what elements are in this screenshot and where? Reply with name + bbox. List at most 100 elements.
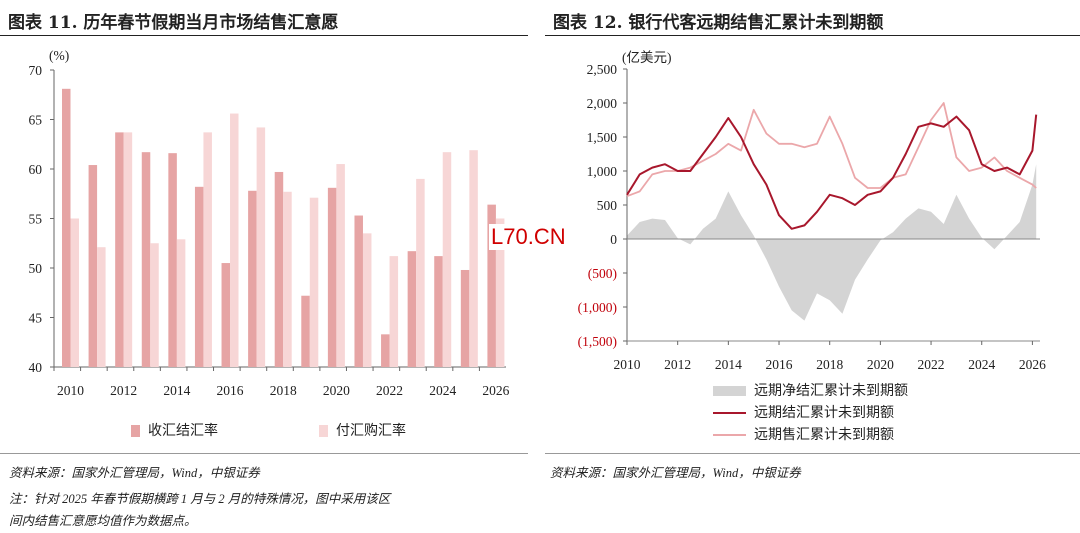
right-y-tick-label: 1,500 bbox=[587, 130, 618, 145]
right-tick-labels: 2,500 2,000 1,500 1,000 500 0 (500) (1,000) (1,5… bbox=[578, 62, 1047, 372]
right-net-area bbox=[627, 164, 1037, 321]
left-bar-purchase bbox=[256, 127, 266, 367]
right-x-tick-label: 2010 bbox=[614, 357, 641, 372]
left-bar-purchase bbox=[469, 150, 478, 367]
left-bar-settle bbox=[168, 153, 177, 367]
left-bar-settle bbox=[248, 190, 257, 367]
left-x-tick-label: 2024 bbox=[429, 383, 456, 398]
right-legend-sale-label: 远期售汇累计未到期额 bbox=[754, 427, 894, 443]
right-net-area-shape bbox=[627, 164, 1037, 321]
right-y-tick-label: 2,500 bbox=[587, 62, 618, 77]
left-bar-settle bbox=[460, 269, 470, 367]
left-bar-settle bbox=[62, 88, 71, 367]
right-x-tick-label: 2020 bbox=[867, 357, 894, 372]
left-bar-purchase bbox=[230, 113, 239, 367]
left-source-rule bbox=[0, 453, 528, 454]
left-unit-label: (%) bbox=[49, 48, 69, 63]
right-y-tick-label: (500) bbox=[588, 266, 617, 281]
right-y-tick-label: 1,000 bbox=[587, 164, 618, 179]
right-x-tick-label: 2018 bbox=[816, 357, 843, 372]
left-bar-purchase bbox=[362, 233, 372, 367]
right-legend-sale: 远期售汇累计未到期额 bbox=[713, 424, 894, 444]
left-x-tick-label: 2010 bbox=[57, 383, 84, 398]
left-x-tick-label: 2016 bbox=[217, 383, 244, 398]
right-chart-panel: 图表 12. 银行代客远期结售汇累计未到期额 (亿美元) 2,500 2,000 1… bbox=[545, 0, 1080, 533]
right-legend-settle: 远期结汇累计未到期额 bbox=[713, 402, 894, 422]
left-bar-purchase bbox=[283, 191, 292, 367]
left-bar-settle bbox=[434, 256, 443, 367]
left-bar-settle bbox=[115, 132, 124, 367]
left-y-tick-label: 60 bbox=[29, 162, 43, 177]
right-x-tick-label: 2026 bbox=[1019, 357, 1046, 372]
right-x-tick-label: 2014 bbox=[715, 357, 742, 372]
right-chart-title: 图表 12. 银行代客远期结售汇累计未到期额 bbox=[553, 13, 884, 33]
left-legend-settle-swatch bbox=[131, 425, 140, 437]
left-bar-settle bbox=[141, 152, 151, 367]
left-legend-purchase-label: 付汇购汇率 bbox=[336, 423, 406, 439]
right-x-tick-label: 2016 bbox=[766, 357, 793, 372]
left-x-tick-label: 2020 bbox=[323, 383, 350, 398]
right-title-rule bbox=[545, 35, 1080, 36]
right-source: 资料来源：国家外汇管理局，Wind，中银证券 bbox=[550, 466, 801, 480]
left-y-tick-label: 50 bbox=[29, 261, 43, 276]
right-axes bbox=[623, 68, 1040, 345]
left-x-tick-label: 2026 bbox=[482, 383, 509, 398]
left-note-line1: 注：针对 2025 年春节假期横跨 1 月与 2 月的特殊情况，图中采用该区 bbox=[9, 492, 391, 506]
left-legend-purchase-swatch bbox=[319, 425, 328, 437]
right-y-tick-label: (1,500) bbox=[578, 334, 617, 349]
left-chart-panel: 图表 11. 历年春节假期当月市场结售汇意愿 (%) 40 45 50 55 60 65 7… bbox=[0, 0, 528, 533]
right-x-tick-label: 2012 bbox=[664, 357, 691, 372]
left-bar-purchase bbox=[495, 218, 505, 367]
left-bar-settle bbox=[407, 251, 417, 367]
left-bar-purchase bbox=[336, 164, 345, 367]
left-bar-settle bbox=[301, 295, 310, 367]
left-y-tick-label: 55 bbox=[29, 212, 43, 227]
left-tick-labels: 40 45 50 55 60 65 70 2010 2012 2014 2016 2018 2020 20… bbox=[29, 63, 510, 398]
left-bar-purchase bbox=[123, 132, 133, 367]
left-y-tick-label: 45 bbox=[29, 311, 43, 326]
right-line-settle bbox=[626, 114, 1038, 230]
left-bar-purchase bbox=[150, 243, 159, 367]
left-bar-purchase bbox=[389, 256, 399, 367]
left-bar-purchase bbox=[309, 197, 319, 367]
left-title-rule bbox=[0, 35, 528, 36]
right-legend-settle-swatch bbox=[713, 412, 746, 414]
left-chart-title: 图表 11. 历年春节假期当月市场结售汇意愿 bbox=[8, 13, 339, 33]
right-legend-net-label: 远期净结汇累计未到期额 bbox=[754, 383, 908, 399]
left-x-tick-label: 2014 bbox=[163, 383, 190, 398]
left-bar-settle bbox=[274, 171, 284, 367]
left-bar-settle bbox=[88, 165, 98, 367]
watermark: L70.CN bbox=[489, 224, 568, 250]
left-bar-settle bbox=[327, 187, 337, 367]
left-y-tick-label: 65 bbox=[29, 113, 43, 128]
right-y-tick-label: 500 bbox=[597, 198, 618, 213]
right-legend-net-swatch bbox=[713, 386, 746, 396]
left-y-tick-label: 70 bbox=[29, 63, 43, 78]
left-y-tick-label: 40 bbox=[29, 360, 43, 375]
left-bar-purchase bbox=[203, 132, 212, 367]
left-bar-settle bbox=[487, 204, 496, 367]
left-x-tick-label: 2018 bbox=[270, 383, 297, 398]
left-bar-settle bbox=[194, 186, 204, 367]
right-legend-net: 远期净结汇累计未到期额 bbox=[713, 380, 908, 400]
right-legend-settle-label: 远期结汇累计未到期额 bbox=[754, 405, 894, 421]
left-bars bbox=[62, 88, 505, 367]
right-legend-sale-swatch bbox=[713, 434, 746, 436]
left-bar-settle bbox=[381, 334, 390, 367]
left-bar-purchase bbox=[176, 239, 186, 367]
right-x-tick-label: 2022 bbox=[918, 357, 945, 372]
right-y-tick-label: (1,000) bbox=[578, 300, 617, 315]
left-x-tick-label: 2012 bbox=[110, 383, 137, 398]
left-bar-purchase bbox=[97, 247, 106, 367]
left-bar-purchase bbox=[70, 218, 79, 367]
right-source-rule bbox=[545, 453, 1080, 454]
left-legend-settle: 收汇结汇率 bbox=[131, 420, 218, 440]
right-line-sale bbox=[626, 102, 1037, 198]
left-bar-purchase bbox=[442, 152, 452, 367]
left-note-line2: 间内结售汇意愿均值作为数据点。 bbox=[9, 514, 197, 528]
left-bar-purchase bbox=[416, 178, 425, 367]
right-unit-label: (亿美元) bbox=[622, 50, 672, 65]
right-x-tick-label: 2024 bbox=[968, 357, 995, 372]
left-bar-settle bbox=[354, 215, 363, 367]
left-source: 资料来源：国家外汇管理局，Wind，中银证券 bbox=[9, 466, 260, 480]
